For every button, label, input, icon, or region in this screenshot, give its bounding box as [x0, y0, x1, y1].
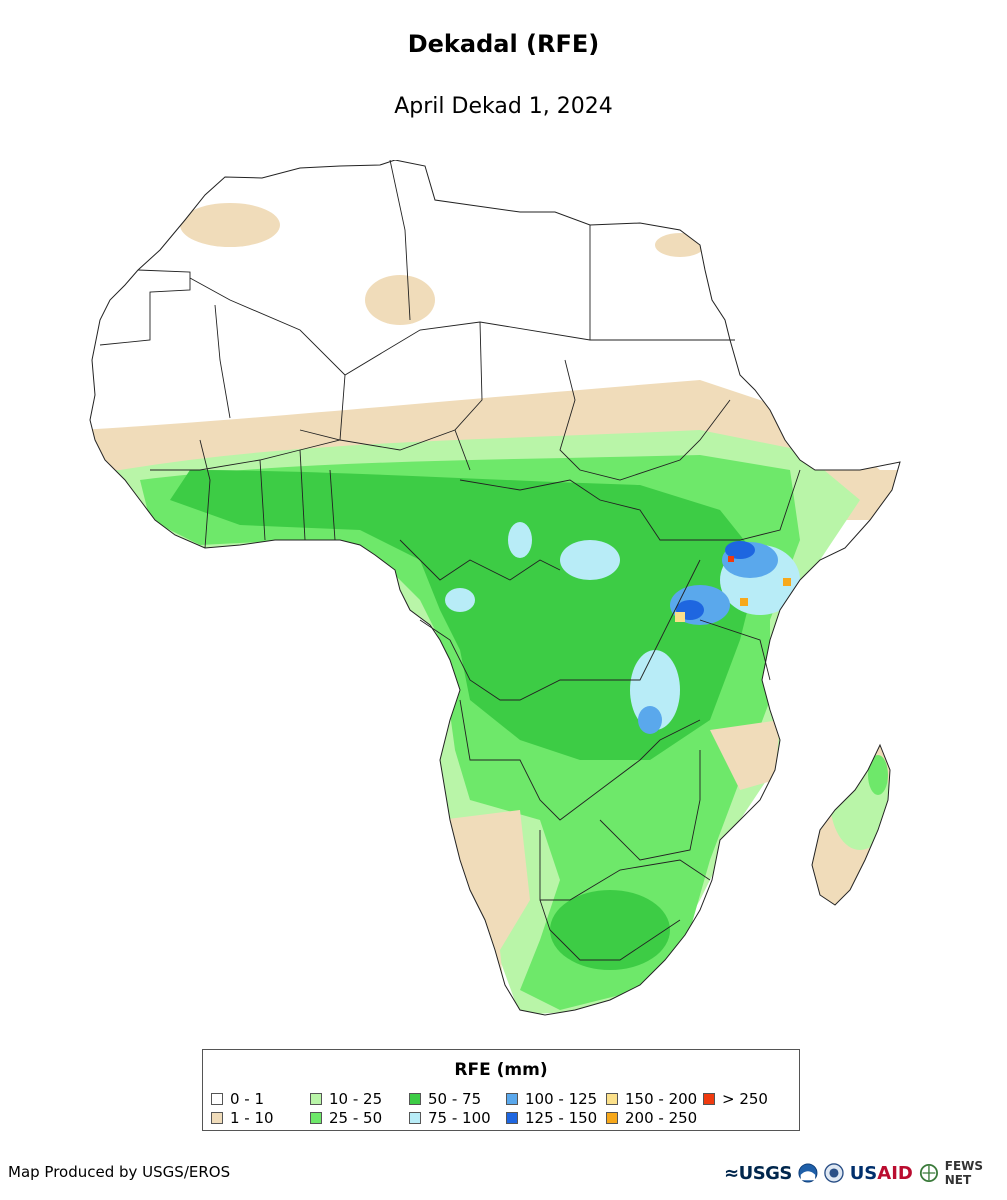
legend-item-1-10: 1 - 10: [211, 1109, 274, 1127]
legend-item-75-100: 75 - 100: [409, 1109, 491, 1127]
madagascar: [812, 745, 890, 905]
fews-net-logo: FEWS NET: [944, 1159, 984, 1187]
usaid-logo: USAID: [849, 1162, 913, 1184]
legend-swatch: [211, 1112, 223, 1124]
legend-swatch: [211, 1093, 223, 1105]
legend-swatch: [506, 1112, 518, 1124]
legend-swatch: [606, 1093, 618, 1105]
zone-1-10-egypt: [655, 233, 705, 257]
legend-title: RFE (mm): [454, 1060, 548, 1080]
zone-1-10-mozambique: [710, 720, 780, 790]
madagascar-outline: [811, 743, 891, 906]
legend-item-150-200: 150 - 200: [606, 1090, 697, 1108]
legend-swatch: [409, 1112, 421, 1124]
usgs-logo: ≈USGS: [724, 1162, 792, 1184]
africa-rainfall-map: [89, 160, 901, 1016]
zone-1-10-namibia: [440, 810, 530, 1000]
legend-swatch: [606, 1112, 618, 1124]
noaa-seal-icon: [798, 1163, 818, 1183]
legend-swatch: [409, 1093, 421, 1105]
zone-1-10-maghreb: [180, 203, 280, 247]
legend-item-10-25: 10 - 25: [310, 1090, 382, 1108]
legend-swatch: [310, 1093, 322, 1105]
zone-50-75: [170, 470, 760, 760]
zone-50-75-south: [550, 890, 670, 970]
zone-125-150-ethiopia: [725, 541, 755, 559]
producer-credit: Map Produced by USGS/EROS: [8, 1163, 231, 1181]
legend-swatch: [310, 1112, 322, 1124]
legend: RFE (mm) 0 - 1 1 - 10 10 - 25 25 - 50 50…: [202, 1049, 800, 1131]
zone-75-100-congo: [560, 540, 620, 580]
zone-200-250-b: [783, 578, 791, 586]
legend-item-gt-250: > 250: [703, 1090, 768, 1108]
legend-item-125-150: 125 - 150: [506, 1109, 597, 1127]
zone-75-100-gabon: [445, 588, 475, 612]
legend-item-0-1: 0 - 1: [211, 1090, 264, 1108]
zone-1-10-sahara: [365, 275, 435, 325]
map-title: Dekadal (RFE): [407, 30, 600, 58]
country-borders: [99, 160, 801, 961]
doc-seal-icon: [824, 1163, 844, 1183]
legend-item-25-50: 25 - 50: [310, 1109, 382, 1127]
legend-swatch: [703, 1093, 715, 1105]
zone-150-200: [675, 612, 685, 622]
zone-75-100-cameroon: [508, 522, 532, 558]
zone-100-125-malawi: [638, 706, 662, 734]
zone-gt-250: [728, 556, 734, 562]
legend-item-200-250: 200 - 250: [606, 1109, 697, 1127]
legend-item-100-125: 100 - 125: [506, 1090, 597, 1108]
zone-200-250: [740, 598, 748, 606]
map-subtitle: April Dekad 1, 2024: [394, 94, 613, 119]
fews-net-globe-icon: [919, 1163, 938, 1183]
legend-item-50-75: 50 - 75: [409, 1090, 481, 1108]
legend-swatch: [506, 1093, 518, 1105]
agency-logos: ≈USGS USAID FEWS NET: [724, 1158, 1007, 1188]
